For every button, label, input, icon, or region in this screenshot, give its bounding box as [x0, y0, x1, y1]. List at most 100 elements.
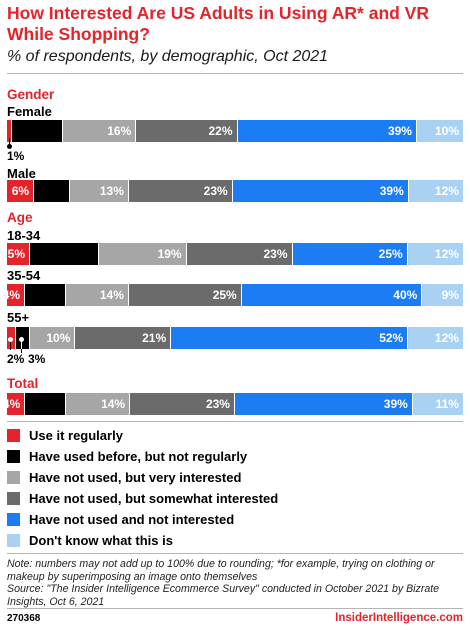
bar-male: 6% 8% 13% 23% 39% 12%: [7, 180, 463, 202]
bar-total-value-label-use-regularly: 4%: [7, 397, 21, 411]
row-label-female: Female: [7, 104, 52, 119]
legend-swatch-somewhat-interested: [7, 492, 20, 505]
bar-female-segment-not-interested: 39%: [237, 120, 417, 142]
bar-35-54-segment-not-interested: 40%: [241, 284, 423, 306]
chart-title: How Interested Are US Adults in Using AR…: [7, 3, 429, 44]
bar-female-value-label-dont-know: 10%: [434, 124, 459, 138]
top-divider: [7, 73, 463, 74]
bar-male-segment-very-interested: 13%: [70, 180, 129, 202]
legend-item-somewhat-interested: Have not used, but somewhat interested: [7, 488, 278, 509]
legend-swatch-not-interested: [7, 513, 20, 526]
bar-male-segment-use-regularly: 6%: [7, 180, 35, 202]
bar-35-54-segment-dont-know: 9%: [422, 284, 463, 306]
bar-total-segment-dont-know: 11%: [412, 393, 463, 415]
bar-18-34-segment-very-interested: 19%: [99, 243, 187, 265]
callout-tick-55-used-below: [21, 349, 22, 353]
bar-total-value-label-dont-know: 11%: [435, 397, 459, 411]
callout-female-use: 1%: [7, 149, 25, 163]
bar-18-34-segment-somewhat-interested: 23%: [186, 243, 293, 265]
bar-total-segment-not-interested: 39%: [234, 393, 413, 415]
bar-male-segment-used-before: 8%: [34, 180, 71, 202]
bar-male-segment-not-interested: 39%: [232, 180, 409, 202]
legend-label-dont-know: Don't know what this is: [29, 533, 173, 548]
bar-total-segment-somewhat-interested: 23%: [130, 393, 235, 415]
bar-total-value-label-very-interested: 14%: [101, 397, 126, 411]
bar-18-34-value-label-very-interested: 19%: [157, 247, 182, 261]
legend-label-not-interested: Have not used and not interested: [29, 512, 235, 527]
bar-male-segment-somewhat-interested: 23%: [128, 180, 233, 202]
footer-divider: [7, 608, 463, 609]
bar-35-54: 4% 9% 14% 25% 40% 9%: [7, 284, 463, 306]
chart-legend: Use it regularly Have used before, but n…: [7, 425, 278, 551]
callout-tick-female-use: [9, 138, 10, 147]
bar-18-34-segment-not-interested: 25%: [292, 243, 408, 265]
chart-subtitle: % of respondents, by demographic, Oct 20…: [7, 48, 329, 65]
bar-35-54-value-label-use-regularly: 4%: [7, 288, 21, 302]
bar-female-segment-use-regularly: [7, 120, 12, 142]
bar-35-54-segment-very-interested: 14%: [65, 284, 129, 306]
legend-item-very-interested: Have not used, but very interested: [7, 467, 278, 488]
bar-55-plus-value-label-somewhat-interested: 21%: [142, 331, 167, 345]
bar-18-34-value-label-dont-know: 12%: [434, 247, 459, 261]
bar-total: 4% 9% 14% 23% 39% 11%: [7, 393, 463, 415]
callout-dot-55-use: [8, 337, 13, 342]
bar-35-54-value-label-somewhat-interested: 25%: [212, 288, 237, 302]
legend-item-used-before: Have used before, but not regularly: [7, 446, 278, 467]
bar-18-34-segment-use-regularly: 5%: [7, 243, 31, 265]
legend-label-very-interested: Have not used, but very interested: [29, 470, 242, 485]
bar-female-segment-used-before: 11%: [12, 120, 63, 142]
callout-dot-55-used: [19, 337, 24, 342]
group-label-gender: Gender: [7, 87, 55, 102]
row-label-35-54: 35-54: [7, 268, 41, 283]
bar-55-plus: 10% 21% 52% 12%: [7, 327, 463, 349]
bar-35-54-segment-somewhat-interested: 25%: [128, 284, 242, 306]
bar-18-34-segment-dont-know: 12%: [407, 243, 463, 265]
bar-35-54-value-label-very-interested: 14%: [99, 288, 124, 302]
bar-35-54-segment-use-regularly: 4%: [7, 284, 26, 306]
bar-18-34-value-label-not-interested: 25%: [378, 247, 403, 261]
bar-18-34-value-label-used-before: 15%: [70, 247, 95, 261]
bar-55-plus-value-label-dont-know: 12%: [434, 331, 459, 345]
bar-35-54-value-label-used-before: 9%: [43, 288, 61, 302]
bar-female-segment-somewhat-interested: 22%: [136, 120, 238, 142]
bar-55-plus-segment-very-interested: 10%: [29, 327, 76, 349]
bar-18-34-value-label-use-regularly: 5%: [7, 247, 26, 261]
chart-notes: Note: numbers may not add up to 100% due…: [7, 558, 465, 608]
legend-swatch-very-interested: [7, 471, 20, 484]
bar-total-value-label-not-interested: 39%: [383, 397, 408, 411]
legend-swatch-use-regularly: [7, 429, 20, 442]
callout-tick-55-use: [10, 341, 11, 350]
legend-item-not-interested: Have not used and not interested: [7, 509, 278, 530]
source-text: Source: "The Insider Intelligence Ecomme…: [7, 583, 440, 608]
bar-35-54-segment-used-before: 9%: [25, 284, 66, 306]
legend-label-somewhat-interested: Have not used, but somewhat interested: [29, 491, 279, 506]
row-label-55-plus: 55+: [7, 310, 30, 325]
bar-female-value-label-somewhat-interested: 22%: [208, 124, 233, 138]
bar-55-plus-value-label-not-interested: 52%: [379, 331, 404, 345]
bar-total-value-label-somewhat-interested: 23%: [205, 397, 230, 411]
group-label-age: Age: [7, 210, 33, 225]
bar-male-value-label-somewhat-interested: 23%: [203, 184, 228, 198]
bar-total-segment-very-interested: 14%: [66, 393, 131, 415]
bar-35-54-value-label-dont-know: 9%: [441, 288, 459, 302]
note-text: Note: numbers may not add up to 100% due…: [7, 558, 435, 583]
legend-swatch-dont-know: [7, 534, 20, 547]
bar-55-plus-segment-not-interested: 52%: [171, 327, 409, 349]
callout-55-used: 3%: [28, 352, 46, 366]
bar-55-plus-segment-somewhat-interested: 21%: [75, 327, 172, 349]
bar-total-value-label-used-before: 9%: [43, 397, 62, 411]
bar-total-segment-use-regularly: 4%: [7, 393, 26, 415]
bar-35-54-value-label-not-interested: 40%: [393, 288, 418, 302]
notes-divider: [7, 553, 463, 554]
callout-55-use: 2%: [7, 352, 25, 366]
legend-item-dont-know: Don't know what this is: [7, 530, 278, 551]
group-label-total: Total: [7, 376, 39, 391]
legend-label-used-before: Have used before, but not regularly: [29, 449, 248, 464]
bar-18-34: 5% 15% 19% 23% 25% 12%: [7, 243, 463, 265]
bar-male-value-label-used-before: 8%: [47, 184, 66, 198]
bar-55-plus-value-label-very-interested: 10%: [46, 331, 71, 345]
bar-female-value-label-very-interested: 16%: [107, 124, 132, 138]
bar-total-segment-used-before: 9%: [25, 393, 67, 415]
callout-dot-female-use: [7, 144, 12, 149]
